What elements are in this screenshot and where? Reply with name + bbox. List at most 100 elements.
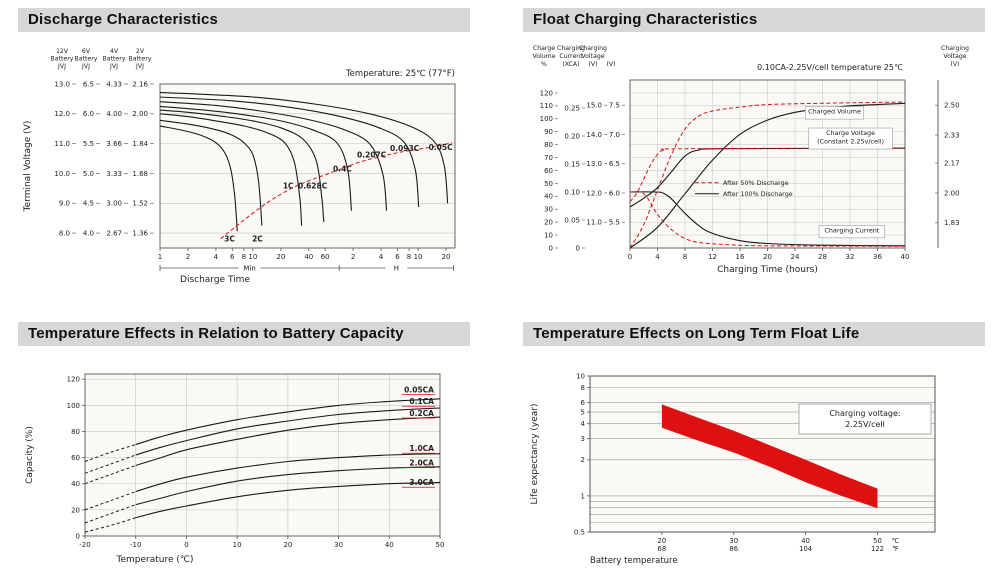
svg-text:0.207C: 0.207C — [357, 151, 387, 160]
svg-text:After 100% Discharge: After 100% Discharge — [723, 190, 793, 198]
svg-text:Voltage: Voltage — [943, 53, 966, 60]
svg-text:JVJ: JVJ — [135, 63, 144, 70]
svg-text:0.05: 0.05 — [564, 216, 580, 224]
svg-text:20: 20 — [442, 253, 451, 261]
svg-text:40: 40 — [304, 253, 313, 261]
svg-text:Charge Voltage: Charge Voltage — [826, 129, 875, 137]
svg-text:Volume: Volume — [532, 53, 555, 60]
svg-text:(V): (V) — [606, 61, 615, 68]
svg-text:0.25: 0.25 — [564, 104, 580, 112]
svg-text:68: 68 — [658, 545, 667, 553]
svg-text:Voltage: Voltage — [581, 53, 604, 60]
svg-text:1C: 1C — [283, 181, 294, 190]
svg-text:20: 20 — [544, 219, 553, 227]
section-title-temperature-capacity: Temperature Effects in Relation to Batte… — [18, 322, 470, 346]
svg-text:Temperature: 25℃ (77°F): Temperature: 25℃ (77°F) — [345, 69, 455, 79]
svg-text:2.00: 2.00 — [944, 189, 960, 197]
svg-text:12: 12 — [708, 253, 717, 261]
svg-text:(V): (V) — [950, 61, 959, 68]
svg-text:Charge: Charge — [533, 45, 555, 52]
svg-text:120: 120 — [540, 89, 553, 97]
svg-text:70: 70 — [544, 154, 553, 162]
svg-text:12.0: 12.0 — [586, 189, 602, 197]
svg-text:8: 8 — [683, 253, 687, 261]
svg-text:(Constant 2.25v/cell): (Constant 2.25v/cell) — [817, 138, 884, 146]
svg-text:0: 0 — [549, 244, 553, 252]
svg-text:JVJ: JVJ — [81, 63, 90, 70]
svg-text:(V): (V) — [588, 61, 597, 68]
svg-text:-10: -10 — [130, 541, 141, 549]
svg-text:2.67: 2.67 — [106, 229, 122, 237]
svg-text:1.52: 1.52 — [132, 200, 148, 208]
svg-text:8: 8 — [242, 253, 246, 261]
svg-text:30: 30 — [334, 541, 343, 549]
svg-text:1.0CA: 1.0CA — [409, 444, 434, 453]
svg-text:3C: 3C — [224, 234, 235, 243]
svg-text:℉: ℉ — [892, 545, 899, 553]
svg-text:0.05C: 0.05C — [429, 143, 454, 152]
svg-text:10: 10 — [544, 231, 553, 239]
svg-text:Battery: Battery — [103, 56, 126, 63]
svg-text:0.093C: 0.093C — [390, 144, 420, 153]
svg-text:JVJ: JVJ — [109, 63, 118, 70]
svg-text:Battery: Battery — [51, 56, 74, 63]
svg-text:20: 20 — [763, 253, 772, 261]
svg-text:3.33: 3.33 — [106, 170, 122, 178]
svg-text:℃: ℃ — [892, 537, 900, 545]
svg-text:30: 30 — [729, 537, 738, 545]
svg-text:24: 24 — [791, 253, 800, 261]
svg-text:Discharge Time: Discharge Time — [180, 275, 250, 285]
svg-text:Charging voltage:: Charging voltage: — [829, 409, 900, 418]
svg-text:40: 40 — [544, 193, 553, 201]
svg-text:32: 32 — [846, 253, 855, 261]
svg-text:20: 20 — [276, 253, 285, 261]
svg-text:20: 20 — [658, 537, 667, 545]
svg-text:1.68: 1.68 — [132, 170, 148, 178]
svg-text:H: H — [394, 265, 399, 273]
svg-text:9.0: 9.0 — [59, 200, 70, 208]
section-title-float-life: Temperature Effects on Long Term Float L… — [523, 322, 985, 346]
svg-text:8: 8 — [407, 253, 411, 261]
svg-text:0.10CA-2.25V/cell temperature: 0.10CA-2.25V/cell temperature 25℃ — [757, 63, 903, 72]
svg-text:4: 4 — [655, 253, 660, 261]
svg-text:2C: 2C — [252, 234, 263, 243]
svg-text:2: 2 — [351, 253, 355, 261]
svg-text:0: 0 — [184, 541, 188, 549]
svg-text:13.0: 13.0 — [54, 80, 70, 88]
svg-text:Charging: Charging — [579, 45, 607, 52]
svg-text:6: 6 — [395, 253, 400, 261]
svg-text:10.0: 10.0 — [54, 170, 70, 178]
svg-text:4: 4 — [214, 253, 219, 261]
svg-text:Battery temperature: Battery temperature — [590, 556, 678, 566]
svg-text:3.0CA: 3.0CA — [409, 478, 434, 487]
svg-text:1.84: 1.84 — [132, 140, 148, 148]
svg-text:Temperature (℃): Temperature (℃) — [115, 555, 193, 565]
svg-text:5.0: 5.0 — [83, 170, 94, 178]
discharge-characteristics-chart: 12VBatteryJVJ13.012.011.010.09.08.06VBat… — [23, 48, 456, 285]
svg-text:Charging: Charging — [941, 45, 969, 52]
svg-text:3.66: 3.66 — [106, 140, 122, 148]
svg-text:36: 36 — [873, 253, 882, 261]
svg-text:12V: 12V — [56, 48, 69, 55]
section-title-float-charging: Float Charging Characteristics — [523, 8, 985, 32]
svg-text:2.17: 2.17 — [944, 160, 960, 168]
svg-text:100: 100 — [540, 115, 553, 123]
svg-text:80: 80 — [71, 428, 80, 436]
svg-text:15.0: 15.0 — [586, 102, 602, 110]
svg-text:0.10: 0.10 — [564, 188, 580, 196]
svg-text:0.1CA: 0.1CA — [409, 397, 434, 406]
svg-text:0: 0 — [576, 244, 580, 252]
svg-text:50: 50 — [436, 541, 445, 549]
svg-text:4.0: 4.0 — [83, 229, 94, 237]
svg-text:0: 0 — [628, 253, 632, 261]
svg-text:0.05CA: 0.05CA — [404, 385, 434, 394]
section-title-discharge: Discharge Characteristics — [18, 8, 470, 32]
svg-text:86: 86 — [729, 545, 738, 553]
svg-text:2V: 2V — [136, 48, 145, 55]
svg-text:3: 3 — [581, 435, 585, 443]
svg-text:Battery: Battery — [129, 56, 152, 63]
svg-text:2.33: 2.33 — [944, 131, 960, 139]
svg-text:1.83: 1.83 — [944, 219, 960, 227]
